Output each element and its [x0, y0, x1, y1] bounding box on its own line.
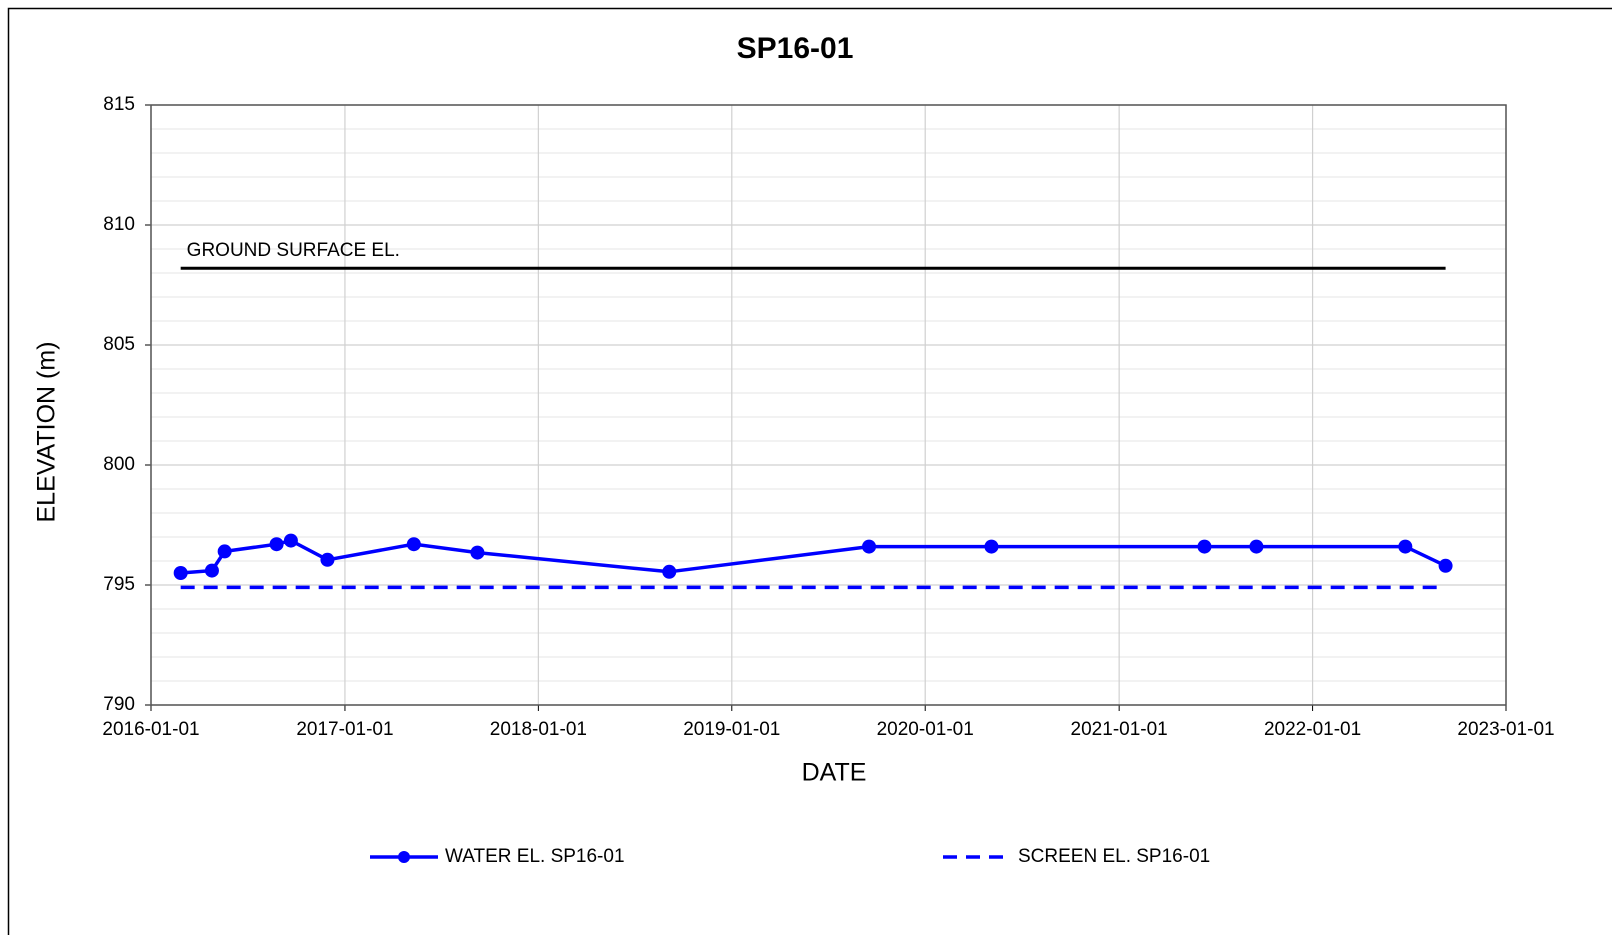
y-tick-label: 790 [103, 694, 135, 715]
legend-marker [398, 851, 410, 863]
data-point [407, 537, 421, 551]
y-axis-label: ELEVATION (m) [33, 341, 61, 522]
y-tick-label: 805 [103, 334, 135, 355]
y-tick-label: 800 [103, 454, 135, 475]
data-point [662, 565, 676, 579]
x-tick-label: 2016-01-01 [102, 719, 199, 740]
y-tick-label: 810 [103, 214, 135, 235]
legend-label: SCREEN EL. SP16-01 [1018, 846, 1210, 867]
data-point [862, 540, 876, 554]
chart-title: SP16-01 [737, 32, 854, 65]
y-tick-label: 795 [103, 574, 135, 595]
x-tick-label: 2017-01-01 [296, 719, 393, 740]
x-tick-label: 2018-01-01 [490, 719, 587, 740]
data-point [1439, 559, 1453, 573]
data-point [320, 553, 334, 567]
data-point [174, 566, 188, 580]
data-point [218, 544, 232, 558]
data-point [984, 540, 998, 554]
x-tick-label: 2022-01-01 [1264, 719, 1361, 740]
data-point [270, 537, 284, 551]
data-point [470, 546, 484, 560]
x-tick-label: 2023-01-01 [1457, 719, 1554, 740]
annotation-label: GROUND SURFACE EL. [187, 240, 400, 261]
data-point [284, 534, 298, 548]
data-point [1249, 540, 1263, 554]
data-point [1398, 540, 1412, 554]
x-tick-label: 2019-01-01 [683, 719, 780, 740]
data-point [205, 564, 219, 578]
data-point [1197, 540, 1211, 554]
x-tick-label: 2020-01-01 [877, 719, 974, 740]
x-tick-label: 2021-01-01 [1071, 719, 1168, 740]
chart-frame [9, 9, 1612, 936]
x-axis-label: DATE [802, 759, 867, 787]
legend-label: WATER EL. SP16-01 [445, 846, 625, 867]
y-tick-label: 815 [103, 94, 135, 115]
